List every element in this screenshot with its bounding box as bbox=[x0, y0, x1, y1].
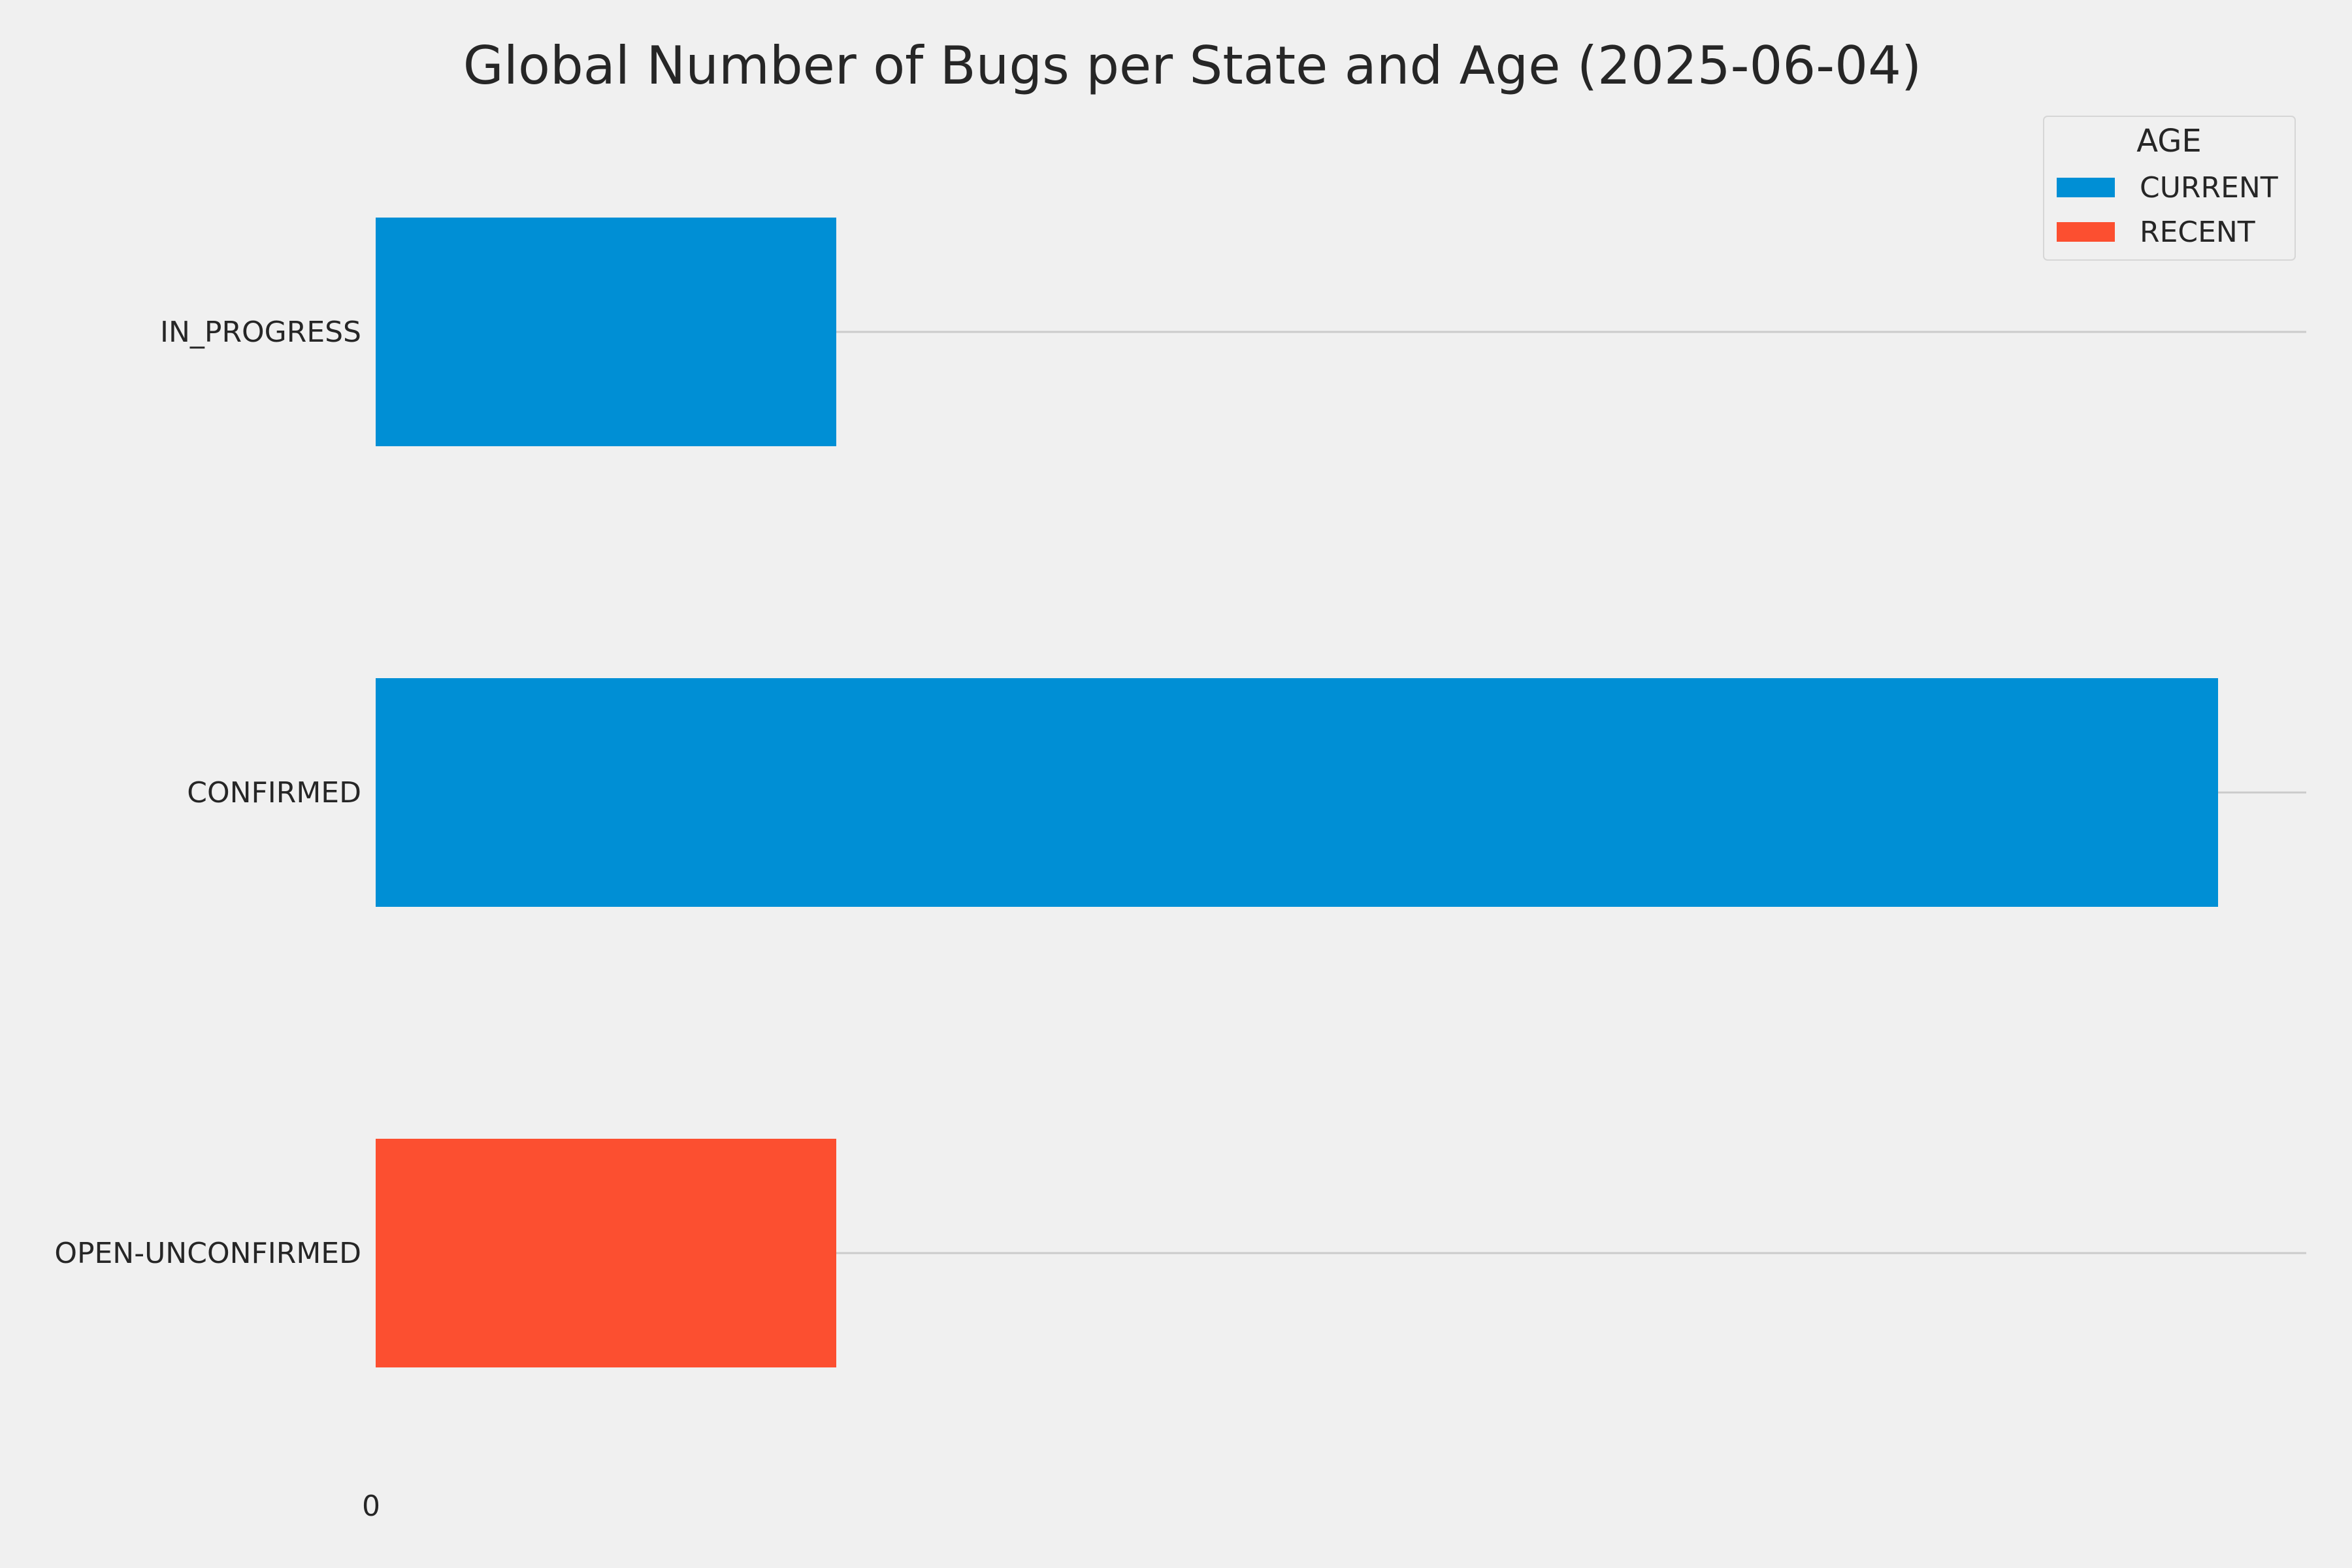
y-tick-label: IN_PROGRESS bbox=[160, 316, 361, 349]
y-tick-label: CONFIRMED bbox=[187, 776, 361, 809]
legend-label-recent: RECENT bbox=[2140, 216, 2255, 249]
bar-confirmed-current bbox=[376, 678, 2218, 907]
bar-open-unconfirmed-recent bbox=[376, 1139, 836, 1367]
legend-entries: CURRENT RECENT bbox=[2057, 171, 2278, 249]
x-axis-ticks: 0 bbox=[362, 1490, 380, 1523]
legend-title: AGE bbox=[2136, 123, 2202, 159]
legend: AGE CURRENT RECENT bbox=[2043, 116, 2296, 261]
legend-swatch-recent bbox=[2057, 222, 2115, 242]
legend-swatch-current bbox=[2057, 178, 2115, 197]
x-tick-label: 0 bbox=[362, 1490, 380, 1523]
bar-in-progress-current bbox=[376, 218, 836, 446]
y-axis-labels: IN_PROGRESS CONFIRMED OPEN-UNCONFIRMED bbox=[54, 316, 361, 1270]
bars-layer bbox=[376, 218, 2218, 1367]
legend-label-current: CURRENT bbox=[2140, 171, 2278, 204]
y-tick-label: OPEN-UNCONFIRMED bbox=[54, 1237, 361, 1270]
chart-title: Global Number of Bugs per State and Age … bbox=[463, 35, 1921, 96]
